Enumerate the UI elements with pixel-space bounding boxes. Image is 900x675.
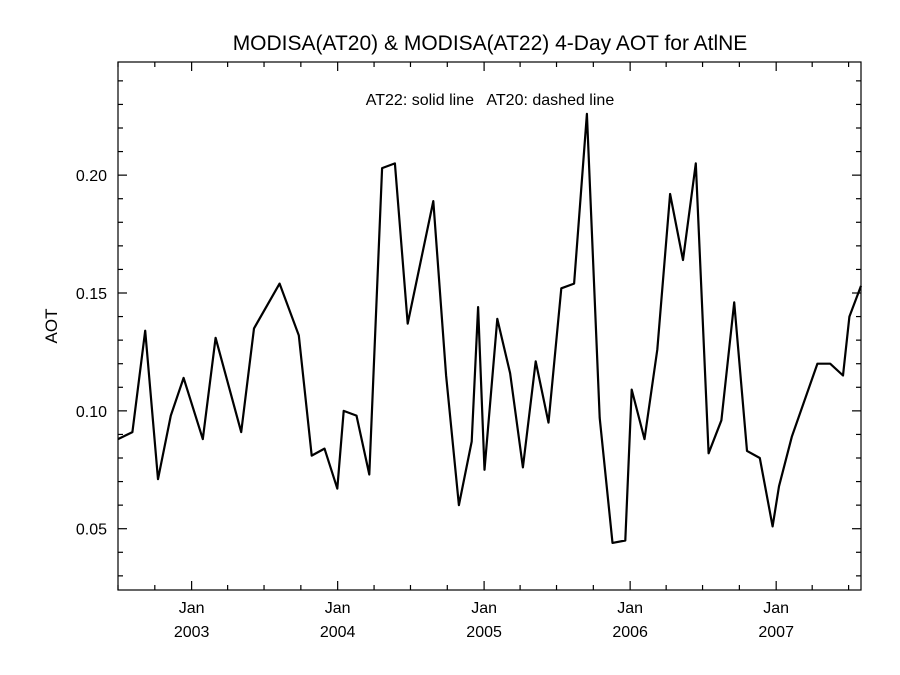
y-axis-label: AOT xyxy=(42,309,61,344)
x-tick-year: 2003 xyxy=(174,624,210,641)
y-tick-label: 0.05 xyxy=(76,522,107,539)
x-tick-month: Jan xyxy=(617,600,643,617)
x-tick-year: 2005 xyxy=(466,624,502,641)
chart-title: MODISA(AT20) & MODISA(AT22) 4-Day AOT fo… xyxy=(233,32,748,55)
x-tick-month: Jan xyxy=(471,600,497,617)
x-tick-month: Jan xyxy=(763,600,789,617)
plot-frame xyxy=(117,61,862,591)
x-tick-year: 2006 xyxy=(612,624,648,641)
axis-ticks xyxy=(117,62,861,590)
y-tick-label: 0.10 xyxy=(76,404,107,421)
y-tick-label: 0.15 xyxy=(76,286,107,303)
x-tick-month: Jan xyxy=(179,600,205,617)
x-tick-year: 2007 xyxy=(758,624,794,641)
x-tick-month: Jan xyxy=(325,600,351,617)
x-tick-year: 2004 xyxy=(320,624,356,641)
series-line-at22 xyxy=(117,112,863,545)
y-tick-label: 0.20 xyxy=(76,168,107,185)
line-style-note: AT22: solid line AT20: dashed line xyxy=(366,92,615,109)
axis-tick-labels: 0.05 0.10 0.15 0.20 Jan 2003 Jan 2004 Jan 2005 Jan… xyxy=(76,168,794,641)
series-layer xyxy=(117,112,863,545)
